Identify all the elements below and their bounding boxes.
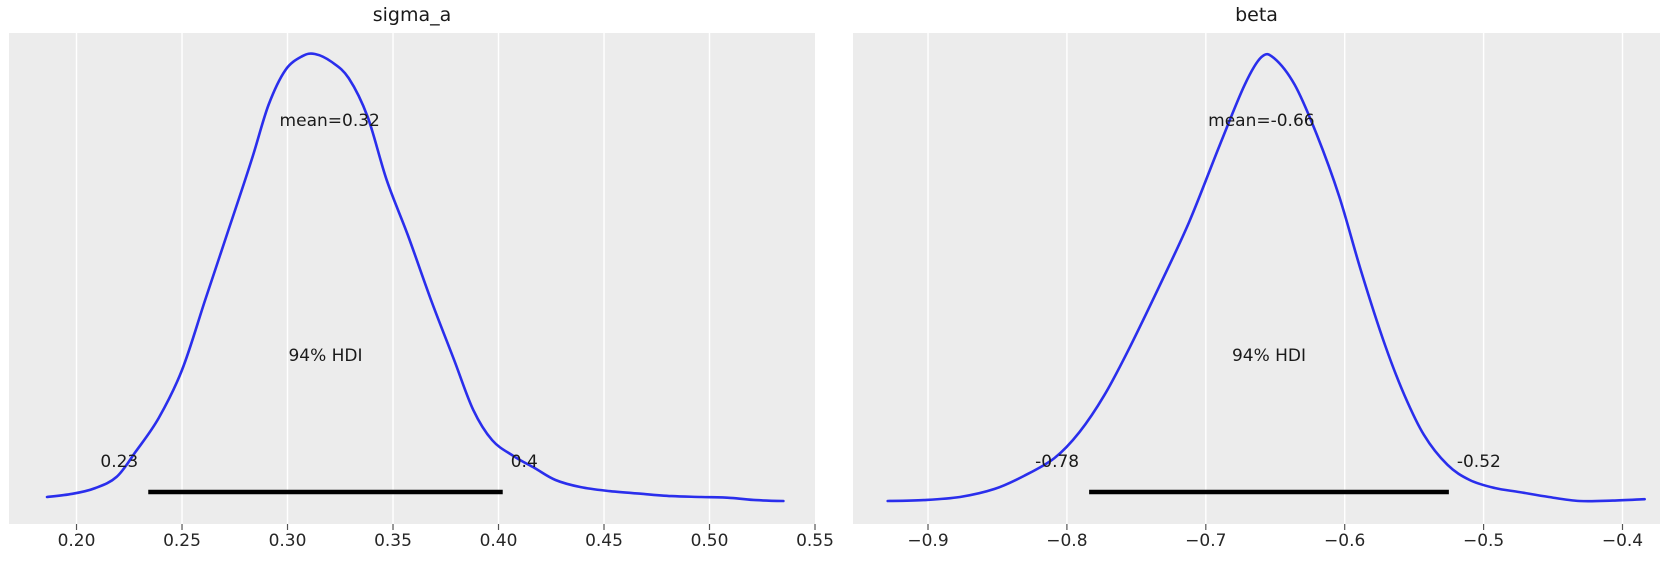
x-tick-label: 0.50: [690, 531, 729, 551]
hdi-lower-label-sigma-a: 0.23: [100, 452, 139, 472]
plot-area: [9, 33, 815, 524]
x-tick-label: 0.45: [585, 531, 623, 551]
x-tick-label: −0.7: [1185, 531, 1227, 551]
x-tick-label: −0.4: [1601, 531, 1644, 551]
x-tick-label: 0.25: [163, 531, 201, 551]
x-tick-label: 0.35: [374, 531, 412, 551]
hdi-lower-label-beta: -0.78: [1035, 452, 1080, 472]
x-tick-label: 0.40: [479, 531, 518, 551]
x-tick-label: −0.5: [1462, 531, 1505, 551]
kde-curve: [45, 52, 785, 503]
hdi-text-beta: 94% HDI: [1231, 346, 1307, 366]
panel-title-sigma-a: sigma_a: [372, 4, 452, 26]
gridlines: [75, 33, 711, 524]
kde-curve: [886, 52, 1646, 503]
hdi-text-sigma-a: 94% HDI: [288, 346, 363, 366]
mean-annotation-sigma-a: mean=0.32: [279, 111, 380, 131]
x-tick-label: −0.8: [1046, 531, 1088, 551]
x-tick-label: 0.55: [796, 531, 834, 551]
x-tick-marks: [75, 524, 816, 530]
x-tick-label: −0.9: [907, 531, 949, 551]
mean-annotation-beta: mean=-0.66: [1208, 111, 1315, 131]
hdi-upper-label-beta: -0.52: [1456, 452, 1501, 472]
plot-area: [853, 33, 1660, 524]
panel-title-beta: beta: [1235, 4, 1278, 26]
hdi-upper-label-sigma-a: 0.4: [510, 452, 538, 472]
x-tick-label: 0.20: [57, 531, 96, 551]
gridlines: [927, 33, 1624, 524]
x-tick-label: 0.30: [268, 531, 307, 551]
x-tick-label: −0.6: [1324, 531, 1366, 551]
x-tick-marks: [927, 524, 1624, 530]
